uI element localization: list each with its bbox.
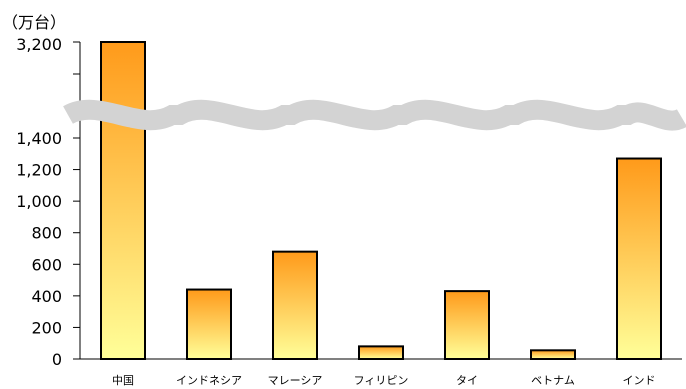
y-tick-label: 1,200 [16,161,62,180]
y-tick-label-upper: 3,200 [16,35,62,54]
y-tick-label: 1,000 [16,192,62,211]
y-tick-label: 800 [31,224,62,243]
x-category-label: タイ [456,374,478,387]
x-category-label: マレーシア [268,374,323,387]
y-tick-label: 0 [52,350,62,369]
y-tick-label: 1,400 [16,129,62,148]
bar-3 [358,345,404,361]
x-category-label: インド [623,374,656,387]
x-category-label: ベトナム [531,374,575,387]
y-tick-label: 200 [31,318,62,337]
bar-2 [272,250,318,361]
bar-6 [616,157,662,360]
bar-4 [444,290,490,360]
y-tick-label: 600 [31,255,62,274]
x-category-label: フィリピン [354,374,409,387]
x-category-label: 中国 [112,374,134,387]
bar-0 [100,41,146,360]
y-tick-label: 400 [31,287,62,306]
bar-1 [186,288,232,360]
x-category-label: インドネシア [176,374,242,387]
axis-break-band [63,99,686,131]
bar-5 [530,349,576,361]
y-axis-unit-label: （万台） [2,13,66,32]
